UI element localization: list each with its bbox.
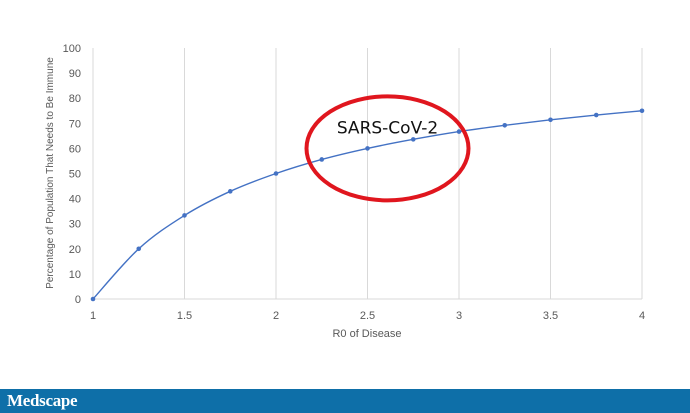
data-point xyxy=(273,171,279,176)
data-point xyxy=(227,189,233,194)
y-tick-label: 30 xyxy=(69,219,81,231)
x-tick-label: 2 xyxy=(273,310,279,322)
y-axis-title: Percentage of Population That Needs to B… xyxy=(45,57,56,289)
data-point xyxy=(639,108,645,114)
data-point xyxy=(410,137,416,142)
y-tick-label: 40 xyxy=(69,194,81,206)
x-axis-title: R0 of Disease xyxy=(332,328,401,340)
y-tick-label: 80 xyxy=(69,93,81,105)
axes xyxy=(92,48,642,300)
y-tick-label: 10 xyxy=(69,269,81,281)
data-point xyxy=(456,129,462,134)
x-tick-label: 2.5 xyxy=(360,310,375,322)
y-tick-label: 70 xyxy=(69,118,81,130)
x-tick-label: 1.5 xyxy=(177,310,192,322)
data-point xyxy=(548,117,553,123)
annotation-ellipse xyxy=(304,94,471,203)
data-point xyxy=(90,296,96,302)
data-point xyxy=(365,146,370,151)
y-tick-label: 90 xyxy=(69,68,81,80)
x-tick-label: 3 xyxy=(456,310,462,322)
footer-bar: Medscape xyxy=(0,389,690,413)
data-point xyxy=(182,213,187,218)
data-point xyxy=(593,112,599,118)
data-point xyxy=(319,157,325,162)
gridlines xyxy=(184,48,643,299)
y-tick-label: 50 xyxy=(69,169,81,181)
annotation-label: SARS-CoV-2 xyxy=(337,118,438,138)
y-tick-label: 0 xyxy=(75,294,81,306)
data-points xyxy=(90,108,645,302)
y-tick-label: 60 xyxy=(69,143,81,155)
y-tick-label: 100 xyxy=(63,43,81,55)
x-tick-label: 1 xyxy=(90,310,96,322)
x-tick-label: 4 xyxy=(639,310,645,322)
medscape-logo: Medscape xyxy=(7,391,78,410)
x-tick-label: 3.5 xyxy=(543,310,558,322)
data-point xyxy=(502,123,508,128)
data-point xyxy=(136,246,142,252)
y-tick-label: 20 xyxy=(69,244,81,256)
